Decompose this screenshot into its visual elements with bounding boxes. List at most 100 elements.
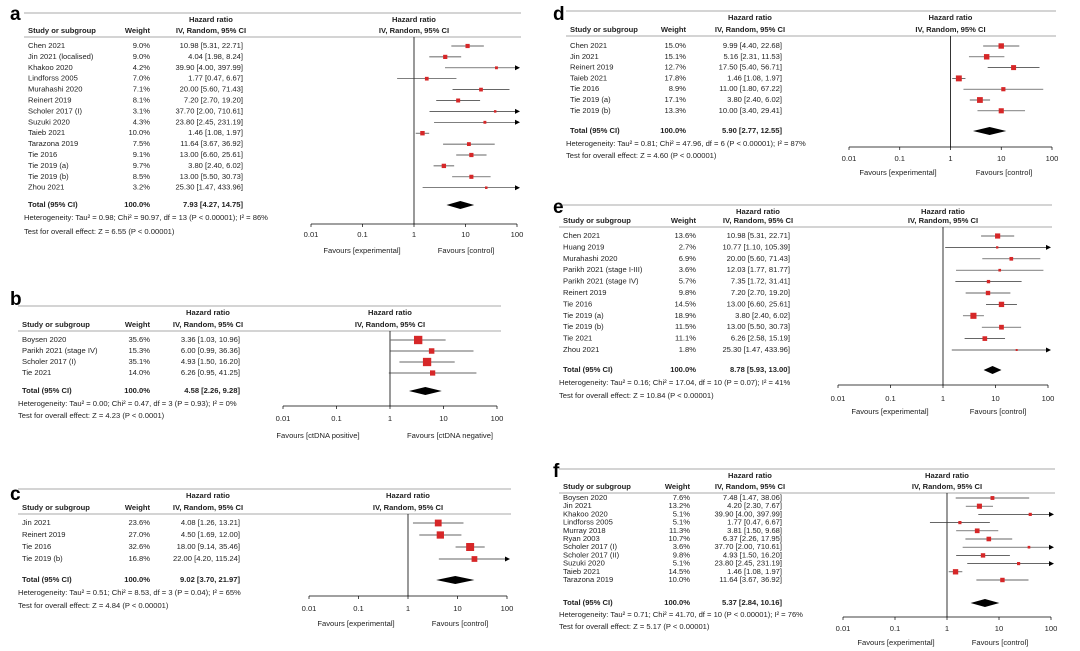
study-ci: 7.20 [2.70, 19.20] (184, 96, 243, 105)
hr-marker (471, 556, 478, 562)
study-weight: 35.6% (128, 335, 150, 344)
study-weight: 8.5% (133, 172, 151, 181)
ci-arrow (1049, 561, 1054, 567)
study-weight: 9.7% (133, 161, 151, 170)
x-tick-label: 0.01 (836, 624, 851, 633)
study-weight: 6.9% (679, 254, 697, 263)
study-name: Taieb 2021 (570, 73, 607, 82)
study-ci: 6.00 [0.99, 36.36] (181, 346, 240, 355)
hr-marker (970, 312, 977, 319)
total-diamond (972, 127, 1007, 135)
study-name: Zhou 2021 (28, 183, 64, 192)
ci-arrow (515, 108, 520, 114)
favours-left: Favours [experimental] (851, 407, 928, 416)
study-weight: 9.0% (133, 52, 151, 61)
header-plot-method: IV, Random, 95% CI (915, 25, 985, 34)
study-ci: 20.00 [5.60, 71.43] (727, 254, 790, 263)
study-weight: 3.6% (673, 542, 691, 551)
header-hr-method: IV, Random, 95% CI (715, 25, 785, 34)
study-name: Suzuki 2020 (563, 559, 605, 568)
study-name: Zhou 2021 (563, 345, 599, 354)
study-name: Tie 2019 (a) (563, 311, 604, 320)
header-study: Study or subgroup (563, 482, 631, 491)
study-weight: 14.5% (668, 567, 690, 576)
study-name: Reinert 2019 (28, 96, 71, 105)
total-name: Total (95% CI) (563, 598, 613, 607)
study-weight: 10.0% (128, 128, 150, 137)
total-ci: 4.58 [2.26, 9.28] (184, 386, 240, 395)
study-weight: 15.3% (128, 346, 150, 355)
header-study: Study or subgroup (22, 320, 90, 329)
total-ci: 5.90 [2.77, 12.55] (722, 126, 782, 135)
header-hr: Hazard ratio (186, 491, 230, 500)
study-name: Scholer 2017 (I) (22, 357, 76, 366)
study-ci: 23.80 [2.45, 231.19] (714, 559, 782, 568)
hr-marker (985, 290, 991, 296)
study-ci: 18.00 [9.14, 35.46] (177, 542, 240, 551)
study-ci: 12.03 [1.77, 81.77] (727, 265, 790, 274)
study-ci: 9.99 [4.40, 22.68] (723, 41, 782, 50)
hr-marker (980, 553, 986, 558)
hr-marker (424, 76, 429, 81)
hr-marker (422, 357, 432, 367)
study-ci: 6.37 [2.26, 17.95] (723, 534, 782, 543)
hr-marker (466, 543, 475, 551)
total-diamond (983, 366, 1002, 374)
hr-marker (493, 110, 497, 113)
favours-right: Favours [control] (432, 619, 489, 628)
x-tick-label: 1 (388, 414, 392, 423)
favours-left: Favours [experimental] (317, 619, 394, 628)
study-ci: 13.00 [5.50, 30.73] (727, 322, 790, 331)
study-weight: 7.0% (133, 74, 151, 83)
study-weight: 14.5% (674, 299, 696, 308)
study-ci: 25.30 [1.47, 433.96] (175, 183, 243, 192)
panel-label: c (10, 484, 21, 505)
total-weight: 100.0% (670, 365, 696, 374)
study-name: Tie 2021 (563, 334, 592, 343)
study-name: Chen 2021 (563, 231, 600, 240)
study-ci: 4.20 [2.30, 7.67] (727, 501, 782, 510)
header-hr: Hazard ratio (736, 207, 780, 216)
hr-marker (483, 120, 487, 124)
hr-marker (977, 97, 983, 103)
total-ci: 9.02 [3.70, 21.97] (180, 575, 240, 584)
study-weight: 4.2% (133, 63, 151, 72)
study-name: Jin 2021 (563, 501, 592, 510)
hr-marker (466, 142, 471, 147)
total-diamond (970, 599, 1000, 607)
ci-arrow (1046, 244, 1051, 250)
study-name: Chen 2021 (570, 41, 607, 50)
study-name: Tie 2019 (b) (563, 322, 604, 331)
x-tick-label: 1 (948, 154, 952, 163)
total-name: Total (95% CI) (22, 386, 72, 395)
hr-marker (443, 54, 448, 59)
study-weight: 5.7% (679, 277, 697, 286)
study-name: Boysen 2020 (563, 493, 607, 502)
header-study: Study or subgroup (22, 503, 90, 512)
study-name: Lindforss 2005 (28, 74, 78, 83)
study-weight: 1.8% (679, 345, 697, 354)
hr-marker (1001, 87, 1006, 92)
total-name: Total (95% CI) (28, 200, 78, 209)
study-weight: 5.1% (673, 518, 691, 527)
hr-marker (952, 569, 959, 575)
study-ci: 1.46 [1.08, 1.97] (188, 128, 243, 137)
study-ci: 4.08 [1.26, 13.21] (181, 518, 240, 527)
total-weight: 100.0% (660, 126, 686, 135)
favours-right: Favours [control] (438, 246, 495, 255)
header-hr: Hazard ratio (728, 471, 772, 480)
total-diamond (436, 576, 475, 584)
study-ci: 17.50 [5.40, 56.71] (719, 63, 782, 72)
study-ci: 6.26 [2.58, 15.19] (731, 334, 790, 343)
header-hr: Hazard ratio (186, 308, 230, 317)
overall-effect: Test for overall effect: Z = 4.84 (P < 0… (18, 601, 169, 610)
header-study: Study or subgroup (563, 216, 631, 225)
x-tick-label: 10 (461, 230, 469, 239)
total-name: Total (95% CI) (563, 365, 613, 374)
favours-right: Favours [control] (972, 638, 1029, 647)
x-tick-label: 0.1 (331, 414, 342, 423)
x-tick-label: 100 (1046, 154, 1059, 163)
hr-marker (485, 186, 488, 189)
study-ci: 7.35 [1.72, 31.41] (731, 277, 790, 286)
study-ci: 4.04 [1.98, 8.24] (188, 52, 243, 61)
